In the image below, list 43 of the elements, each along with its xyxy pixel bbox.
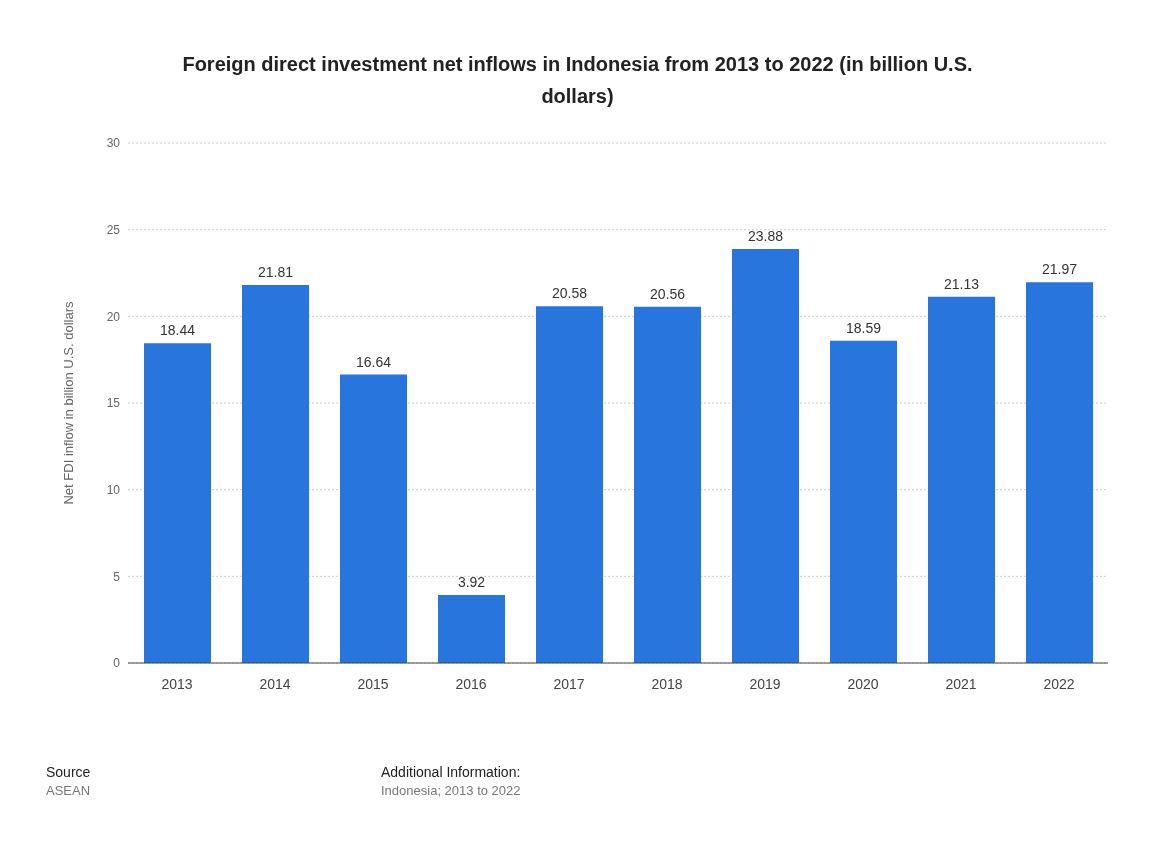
data-label: 23.88: [747, 228, 784, 245]
y-tick-label: 25: [106, 222, 121, 237]
y-tick-label: 0: [113, 656, 121, 671]
text: Source: [46, 764, 91, 780]
y-tick-label: 20: [106, 309, 121, 324]
data-label: 21.97: [1041, 261, 1078, 278]
bar: [732, 249, 799, 663]
y-tick-label: 30: [106, 136, 121, 151]
x-tick-label: 2013: [161, 675, 193, 692]
data-label: 20.58: [551, 285, 588, 302]
text: Indonesia; 2013 to 2022: [381, 783, 521, 798]
x-tick-label: 2022: [1043, 675, 1075, 692]
x-tick-label: 2015: [357, 675, 389, 692]
data-label: 21.13: [943, 275, 980, 292]
x-tick-label: 2020: [847, 675, 879, 692]
bar: [1026, 282, 1093, 663]
y-axis-title: Net FDI inflow in billion U.S. dollars: [60, 301, 76, 505]
bar: [928, 296, 995, 663]
y-tick-label: 5: [113, 569, 121, 584]
x-tick-label: 2019: [749, 675, 781, 692]
bar: [340, 374, 407, 663]
text: Additional Information:: [381, 764, 521, 780]
data-label: 16.64: [355, 353, 392, 370]
bar: [830, 340, 897, 663]
x-tick-label: 2016: [455, 675, 487, 692]
x-tick-label: 2018: [651, 675, 683, 692]
bar: [536, 306, 603, 663]
bar: [438, 595, 505, 663]
bar: [242, 284, 309, 663]
y-tick-label: 15: [106, 396, 121, 411]
data-label: 18.59: [845, 319, 882, 336]
data-label: 20.56: [649, 285, 686, 302]
bar: [634, 306, 701, 663]
bar: [144, 343, 211, 663]
data-label: 3.92: [457, 574, 486, 591]
x-tick-label: 2014: [259, 675, 291, 692]
text: ASEAN: [46, 783, 91, 798]
data-label: 21.81: [257, 263, 294, 280]
y-tick-label: 10: [106, 482, 121, 497]
x-tick-label: 2021: [945, 675, 977, 692]
x-tick-label: 2017: [553, 675, 585, 692]
data-label: 18.44: [159, 322, 196, 339]
chart-title: Foreign direct investment net inflows in Indonesia from 2013 to 2022 (in billion U.S. dollars): [181, 52, 974, 109]
